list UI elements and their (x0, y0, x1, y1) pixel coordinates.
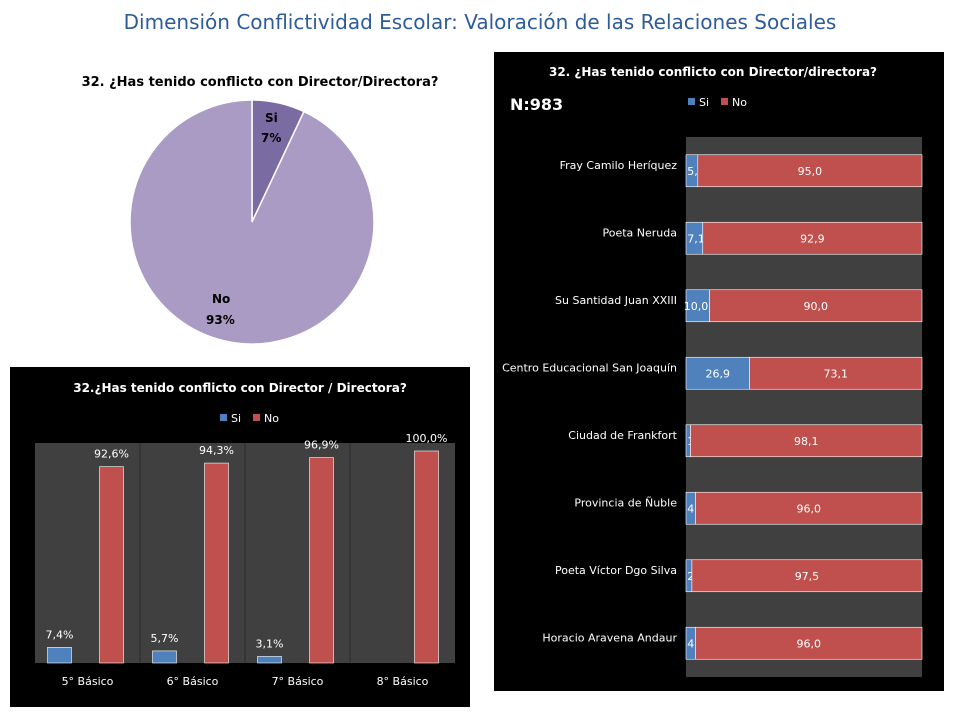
plot-area (686, 137, 922, 677)
legend-label-no: No (732, 96, 747, 109)
bar-si (47, 647, 72, 664)
bar-no (695, 626, 923, 660)
school-bar-chart: 32. ¿Has tenido conflicto con Director/d… (502, 65, 923, 677)
x-tick-label: 7° Básico (272, 675, 324, 688)
n-annotation: N:983 (510, 95, 563, 114)
pie-slice-no (129, 99, 375, 345)
legend-swatch-si (688, 98, 695, 105)
data-label: 92,6% (94, 448, 129, 461)
bar-no (204, 462, 229, 664)
bar-no (702, 221, 923, 255)
legend-label-no: No (264, 412, 279, 425)
data-label: 96,0 (796, 502, 821, 515)
bar-no (99, 466, 124, 664)
pie-chart: 32. ¿Has tenido conflicto con Director/D… (82, 75, 439, 345)
bar-no (309, 457, 334, 664)
bar-si (152, 650, 177, 664)
y-tick-label: Ciudad de Frankfort (568, 429, 677, 442)
legend-label-si: Si (231, 412, 241, 425)
bar-si (257, 656, 282, 664)
data-label: 5,7% (151, 632, 179, 645)
data-label: 7,1 (687, 232, 705, 245)
data-label: 97,5 (795, 570, 820, 583)
legend-swatch-si (220, 414, 227, 421)
data-label: 95,0 (798, 165, 823, 178)
y-tick-label: Poeta Víctor Dgo Silva (555, 564, 677, 577)
data-label: 3,1% (256, 637, 284, 650)
y-tick-label: Provincia de Ñuble (574, 496, 677, 509)
pie-value-no: 93% (206, 313, 235, 327)
pie-label-no: No (212, 292, 230, 306)
x-tick-label: 5° Básico (62, 675, 114, 688)
bar-no (414, 450, 439, 664)
data-label: 96,9% (304, 439, 339, 452)
school-bar-chart-panel: 32. ¿Has tenido conflicto con Director/d… (494, 52, 944, 691)
y-tick-label: Su Santidad Juan XXIII (555, 294, 677, 307)
bar-no (749, 356, 923, 390)
bar-no (691, 559, 923, 593)
y-tick-label: Poeta Neruda (602, 226, 677, 239)
bar-no (690, 424, 923, 458)
data-label: 98,1 (794, 435, 819, 448)
data-label: 96,0 (796, 637, 821, 650)
x-tick-label: 8° Básico (377, 675, 429, 688)
data-label: 92,9 (800, 232, 825, 245)
data-label: 10,0 (684, 300, 709, 313)
data-label: 100,0% (406, 432, 448, 445)
grade-bar-chart-panel: 32.¿Has tenido conflicto con Director / … (10, 367, 470, 707)
grade-bar-chart: 32.¿Has tenido conflicto con Director / … (35, 381, 455, 688)
data-label: 7,4% (46, 628, 74, 641)
legend-swatch-no (253, 414, 260, 421)
data-label: 90,0 (804, 300, 829, 313)
data-label: 94,3% (199, 444, 234, 457)
pie-label-si: Si (265, 111, 278, 125)
data-label: 73,1 (823, 367, 848, 380)
chart-title: 32. ¿Has tenido conflicto con Director/d… (549, 65, 877, 79)
chart-title: 32. ¿Has tenido conflicto con Director/D… (82, 75, 439, 90)
data-label: 26,9 (705, 367, 730, 380)
y-tick-label: Centro Educacional San Joaquín (502, 361, 677, 374)
bar-si (685, 356, 750, 390)
legend-swatch-no (721, 98, 728, 105)
bar-no (697, 154, 923, 188)
legend-label-si: Si (699, 96, 709, 109)
y-tick-label: Horacio Aravena Andaur (542, 631, 677, 644)
chart-title: 32.¿Has tenido conflicto con Director / … (73, 381, 407, 395)
x-tick-label: 6° Básico (167, 675, 219, 688)
pie-value-si: 7% (261, 131, 281, 145)
bar-no (709, 289, 923, 323)
bar-no (695, 491, 923, 525)
page-title: Dimensión Conflictividad Escolar: Valora… (123, 10, 837, 34)
pie-chart-panel: 32. ¿Has tenido conflicto con Director/D… (60, 60, 460, 360)
y-tick-label: Fray Camilo Heríquez (560, 159, 678, 172)
